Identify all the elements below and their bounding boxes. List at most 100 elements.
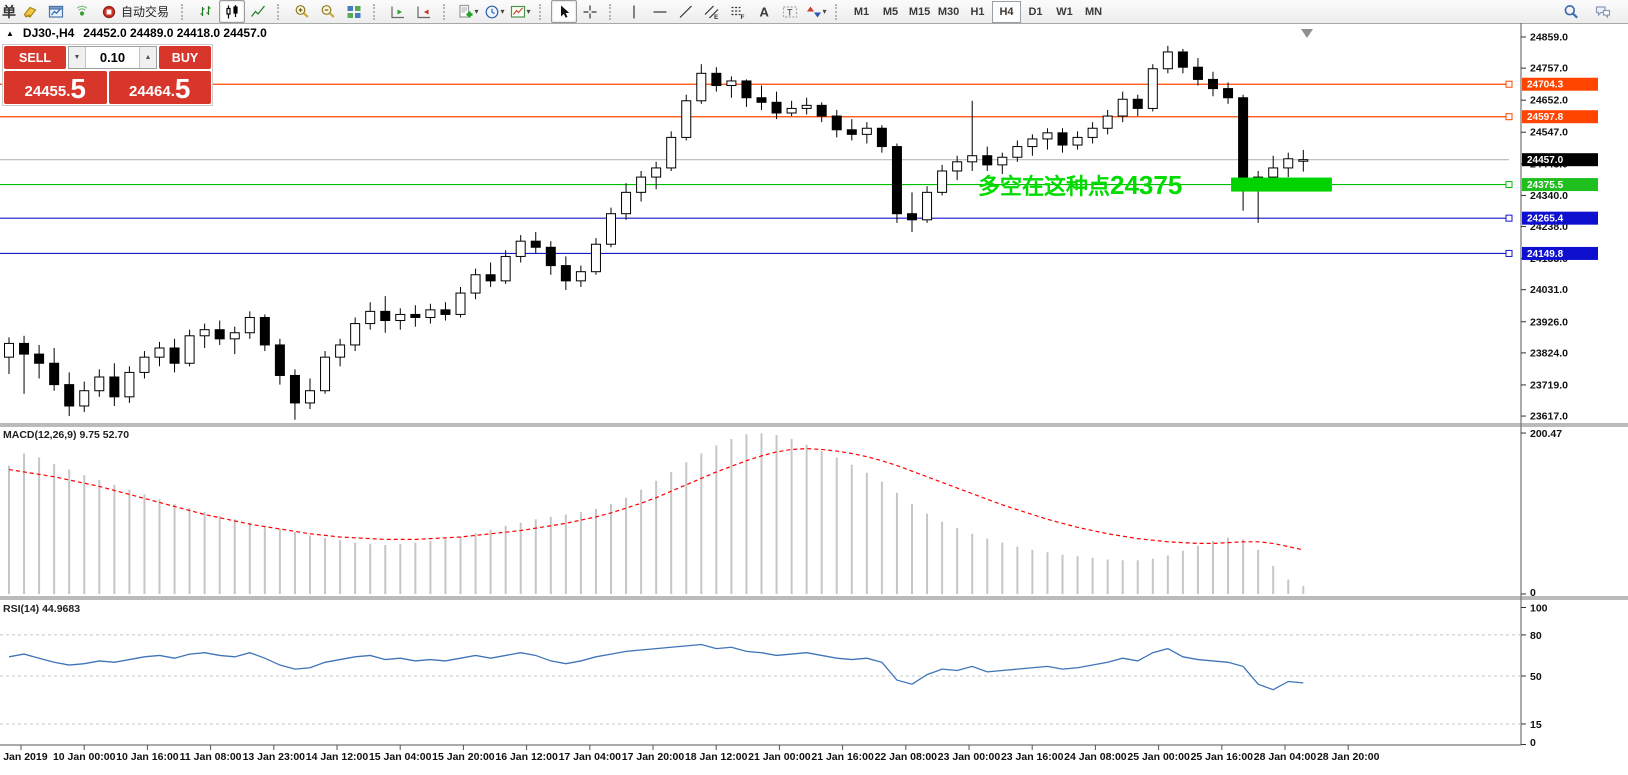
green-zone-rectangle[interactable]: [1231, 177, 1332, 192]
horizontal-line-button[interactable]: [647, 0, 673, 23]
candle-body: [289, 374, 300, 404]
auto-scroll-button[interactable]: [385, 0, 411, 23]
timeframe-m30-button[interactable]: M30: [937, 5, 960, 18]
candlestick-icon: [224, 4, 240, 20]
macd-histogram-bar: [1227, 537, 1230, 594]
sell-button[interactable]: SELL: [4, 46, 66, 69]
chat-button[interactable]: [1590, 0, 1616, 23]
macd-histogram-bar: [98, 479, 101, 594]
candles: [4, 45, 1309, 420]
time-label: 10 Jan 00:00: [53, 751, 116, 763]
macd-histogram-bar: [610, 504, 612, 594]
crosshair-button[interactable]: [577, 0, 603, 23]
equidistant-channel-button[interactable]: E: [699, 0, 725, 23]
timeframe-w1-button[interactable]: W1: [1056, 5, 1073, 18]
chart-shift-marker[interactable]: [1301, 29, 1313, 38]
buy-price-main: 24464.: [129, 83, 175, 100]
cursor-button[interactable]: [551, 0, 578, 23]
candle-body: [636, 176, 647, 193]
candle-body: [846, 129, 857, 135]
new-order-button[interactable]: [17, 0, 43, 23]
line-end-marker[interactable]: [1505, 113, 1513, 121]
indicators-button[interactable]: ▾: [455, 0, 481, 23]
vertical-line-button[interactable]: [621, 0, 647, 23]
text-label-button[interactable]: T: [777, 0, 803, 23]
timeframe-m15-button[interactable]: M15: [908, 5, 931, 18]
text-icon: A: [756, 4, 772, 20]
candle-body: [184, 335, 195, 364]
chart-shift-button[interactable]: [411, 0, 437, 23]
dropdown-arrow-icon[interactable]: ▾: [822, 7, 827, 16]
timeframe-d1-button[interactable]: D1: [1028, 5, 1043, 18]
candle-body: [350, 323, 361, 346]
timeframe-h1-button[interactable]: H1: [970, 5, 985, 18]
collapse-icon[interactable]: ▲: [6, 28, 14, 38]
macd-histogram-bar: [579, 512, 582, 594]
dropdown-arrow-icon[interactable]: ▾: [500, 7, 505, 16]
chart-window-button[interactable]: [43, 0, 69, 23]
periods-button[interactable]: ▾: [481, 0, 507, 23]
line-chart-button[interactable]: [245, 0, 271, 23]
line-end-marker[interactable]: [1505, 181, 1513, 189]
macd-histogram-bar: [369, 544, 372, 594]
signal-button[interactable]: [69, 0, 95, 23]
search-button[interactable]: [1558, 0, 1584, 23]
bar-chart-button[interactable]: [193, 0, 219, 23]
arrows-button[interactable]: ▾: [803, 0, 829, 23]
line-end-marker[interactable]: [1505, 249, 1513, 257]
macd-histogram-bar: [203, 512, 206, 594]
line-end-marker[interactable]: [1505, 214, 1513, 222]
arrows-icon: [806, 4, 822, 20]
macd-histogram-bar: [218, 516, 221, 594]
volume-decrease-button[interactable]: ▼: [69, 47, 86, 68]
macd-histogram-bar: [715, 445, 718, 594]
dropdown-arrow-icon[interactable]: ▾: [474, 7, 479, 16]
chart-annotation[interactable]: 多空在这种点24375: [978, 170, 1182, 200]
candle-body: [305, 390, 315, 404]
buy-price[interactable]: 24464. 5: [108, 71, 211, 104]
fibonacci-button[interactable]: F: [725, 0, 751, 23]
volume-increase-button[interactable]: ▲: [139, 47, 156, 68]
ohlc-values: 24452.0 24489.0 24418.0 24457.0: [83, 26, 267, 40]
candle-body: [214, 329, 225, 340]
svg-text:E: E: [714, 14, 719, 20]
timeframe-mn-button[interactable]: MN: [1084, 5, 1103, 18]
timeframe-m1-button[interactable]: M1: [853, 5, 870, 18]
trendline-button[interactable]: [673, 0, 699, 23]
timeframe-h4-button[interactable]: H4: [992, 0, 1022, 23]
sell-price[interactable]: 24455. 5: [4, 71, 107, 104]
autotrading-button[interactable]: 自动交易: [95, 0, 175, 23]
candle-body: [741, 80, 752, 99]
dropdown-arrow-icon[interactable]: ▾: [526, 7, 531, 16]
candle-body: [1117, 98, 1128, 117]
candlestick-button[interactable]: [219, 0, 246, 23]
horizontal-line-icon: [652, 4, 668, 20]
volume-input[interactable]: 0.10: [99, 50, 126, 65]
macd-pane: MACD(12,26,9) 9.75 52.70 200.47 0: [3, 428, 1562, 599]
macd-histogram-bar: [880, 481, 883, 594]
volume-spinner: ▼ 0.10 ▲: [68, 46, 157, 69]
candle-body: [982, 155, 993, 166]
candle-body: [365, 310, 376, 325]
templates-button[interactable]: ▾: [507, 0, 533, 23]
candle-body: [952, 161, 963, 172]
line-end-marker[interactable]: [1505, 80, 1513, 88]
price-badge-label: 24265.4: [1527, 214, 1564, 225]
time-label: 28 Jan 04:00: [1254, 751, 1317, 763]
zoom-in-icon: [294, 4, 310, 20]
text-button[interactable]: A: [751, 0, 777, 23]
tile-windows-button[interactable]: [341, 0, 367, 23]
svg-text:0: 0: [1530, 587, 1536, 599]
candle-body: [1162, 51, 1173, 70]
chart-area[interactable]: 多空在这种点24375 24859.0 24757.0 24652.0 24547.0 2…: [0, 23, 1628, 775]
macd-histogram-bar: [911, 504, 913, 594]
time-label: 25 Jan 00:00: [1127, 751, 1190, 763]
zoom-out-button[interactable]: [315, 0, 341, 23]
macd-histogram-bar: [1076, 556, 1079, 594]
macd-histogram-bar: [83, 475, 86, 594]
macd-label: MACD(12,26,9) 9.75 52.70: [3, 429, 129, 441]
buy-button[interactable]: BUY: [159, 46, 211, 69]
timeframe-m5-button[interactable]: M5: [882, 5, 899, 18]
zoom-in-button[interactable]: [289, 0, 315, 23]
